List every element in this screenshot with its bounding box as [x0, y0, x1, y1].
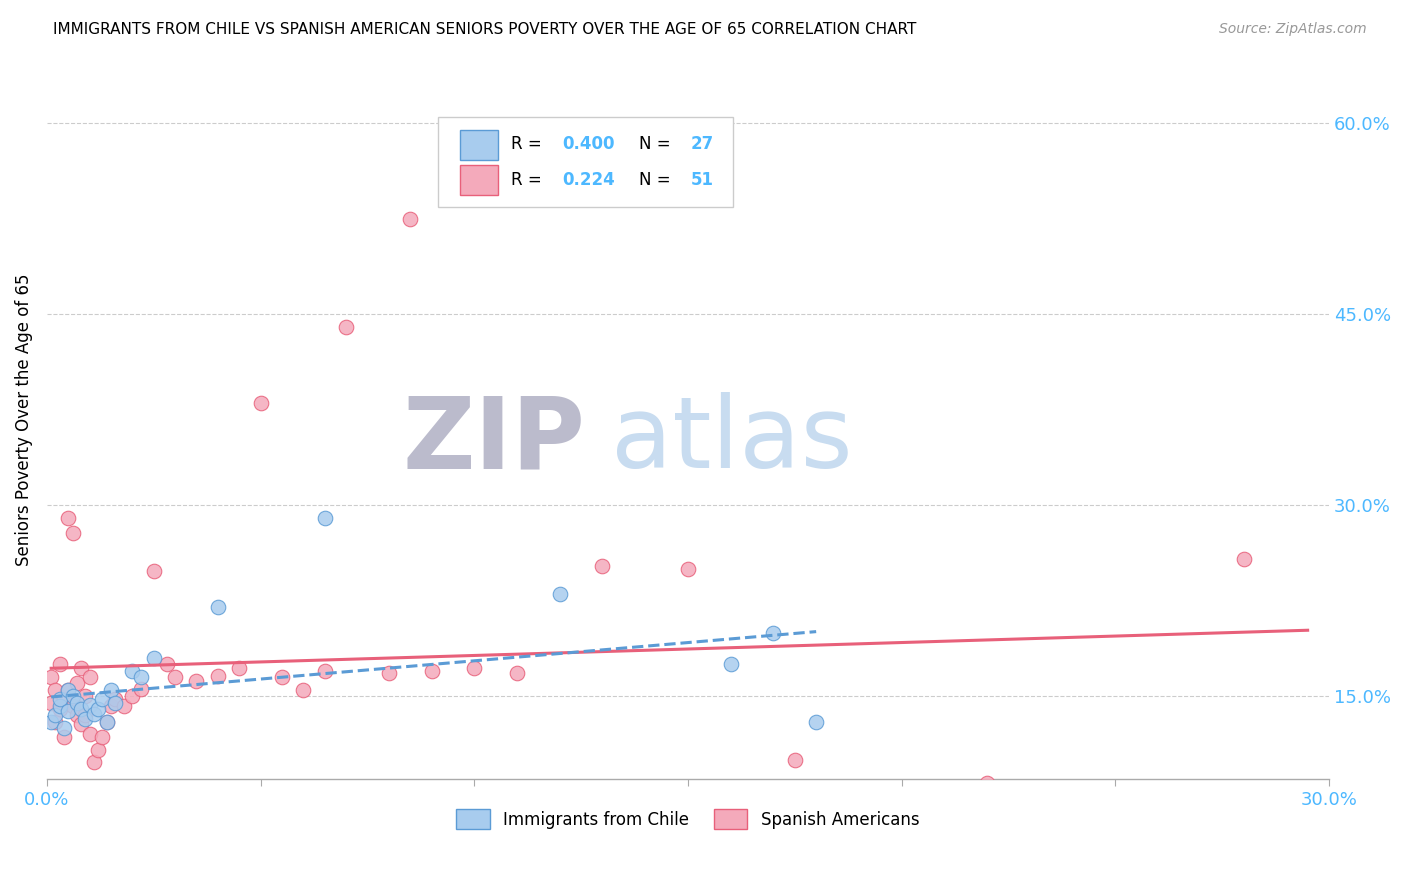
- Point: [548, 587, 571, 601]
- Point: [87, 702, 110, 716]
- Point: [66, 676, 89, 690]
- Point: [48, 691, 70, 706]
- Point: [44, 708, 66, 723]
- Point: [207, 600, 229, 615]
- Point: [463, 661, 485, 675]
- Point: [1296, 789, 1319, 803]
- Point: [79, 698, 101, 712]
- Point: [155, 657, 177, 672]
- Point: [1232, 551, 1254, 566]
- Text: R =: R =: [510, 171, 547, 189]
- Point: [58, 682, 80, 697]
- Point: [420, 664, 443, 678]
- Text: 27: 27: [690, 136, 714, 153]
- Point: [58, 682, 80, 697]
- Point: [249, 396, 271, 410]
- Point: [48, 702, 70, 716]
- Point: [104, 691, 127, 706]
- Point: [58, 511, 80, 525]
- Point: [70, 661, 93, 675]
- Point: [592, 559, 614, 574]
- Point: [48, 657, 70, 672]
- Point: [62, 526, 84, 541]
- Point: [39, 714, 62, 729]
- Text: atlas: atlas: [612, 392, 852, 490]
- Point: [66, 708, 89, 723]
- Point: [39, 670, 62, 684]
- Point: [121, 689, 143, 703]
- Point: [70, 717, 93, 731]
- FancyBboxPatch shape: [437, 117, 733, 207]
- Point: [129, 670, 152, 684]
- Point: [720, 657, 742, 672]
- Point: [506, 666, 529, 681]
- Text: N =: N =: [640, 136, 676, 153]
- Point: [66, 696, 89, 710]
- Point: [96, 714, 118, 729]
- Point: [53, 721, 76, 735]
- Point: [165, 670, 187, 684]
- Point: [100, 699, 122, 714]
- Point: [292, 682, 315, 697]
- Text: IMMIGRANTS FROM CHILE VS SPANISH AMERICAN SENIORS POVERTY OVER THE AGE OF 65 COR: IMMIGRANTS FROM CHILE VS SPANISH AMERICA…: [53, 22, 917, 37]
- Text: 0.224: 0.224: [562, 171, 614, 189]
- Point: [75, 689, 97, 703]
- Point: [142, 565, 165, 579]
- Text: N =: N =: [640, 171, 676, 189]
- Point: [53, 730, 76, 744]
- Point: [676, 562, 699, 576]
- Point: [399, 211, 422, 226]
- Point: [75, 708, 97, 723]
- Point: [79, 727, 101, 741]
- Point: [53, 691, 76, 706]
- Point: [48, 699, 70, 714]
- Text: 0.400: 0.400: [562, 136, 614, 153]
- Text: R =: R =: [510, 136, 547, 153]
- Point: [70, 702, 93, 716]
- Point: [804, 714, 827, 729]
- Bar: [460, 165, 498, 194]
- Point: [96, 714, 118, 729]
- Point: [39, 696, 62, 710]
- Point: [91, 730, 114, 744]
- Point: [121, 664, 143, 678]
- Point: [112, 699, 135, 714]
- Point: [83, 756, 105, 770]
- Point: [100, 682, 122, 697]
- Point: [75, 712, 97, 726]
- Text: Source: ZipAtlas.com: Source: ZipAtlas.com: [1219, 22, 1367, 37]
- Bar: [460, 130, 498, 161]
- Text: 51: 51: [690, 171, 713, 189]
- Point: [207, 669, 229, 683]
- Point: [87, 742, 110, 756]
- Point: [129, 681, 152, 696]
- Point: [378, 666, 401, 681]
- Point: [314, 664, 336, 678]
- Point: [976, 776, 998, 790]
- Point: [58, 705, 80, 719]
- Point: [91, 691, 114, 706]
- Point: [44, 714, 66, 729]
- Point: [186, 673, 208, 688]
- Point: [783, 753, 806, 767]
- Point: [762, 625, 785, 640]
- Legend: Immigrants from Chile, Spanish Americans: Immigrants from Chile, Spanish Americans: [450, 803, 927, 835]
- Point: [142, 651, 165, 665]
- Point: [83, 706, 105, 721]
- Y-axis label: Seniors Poverty Over the Age of 65: Seniors Poverty Over the Age of 65: [15, 273, 32, 566]
- Point: [314, 511, 336, 525]
- Point: [44, 682, 66, 697]
- Text: ZIP: ZIP: [402, 392, 585, 490]
- Point: [62, 699, 84, 714]
- Point: [271, 670, 294, 684]
- Point: [62, 689, 84, 703]
- Point: [228, 661, 250, 675]
- Point: [104, 696, 127, 710]
- Point: [335, 320, 357, 334]
- Point: [79, 670, 101, 684]
